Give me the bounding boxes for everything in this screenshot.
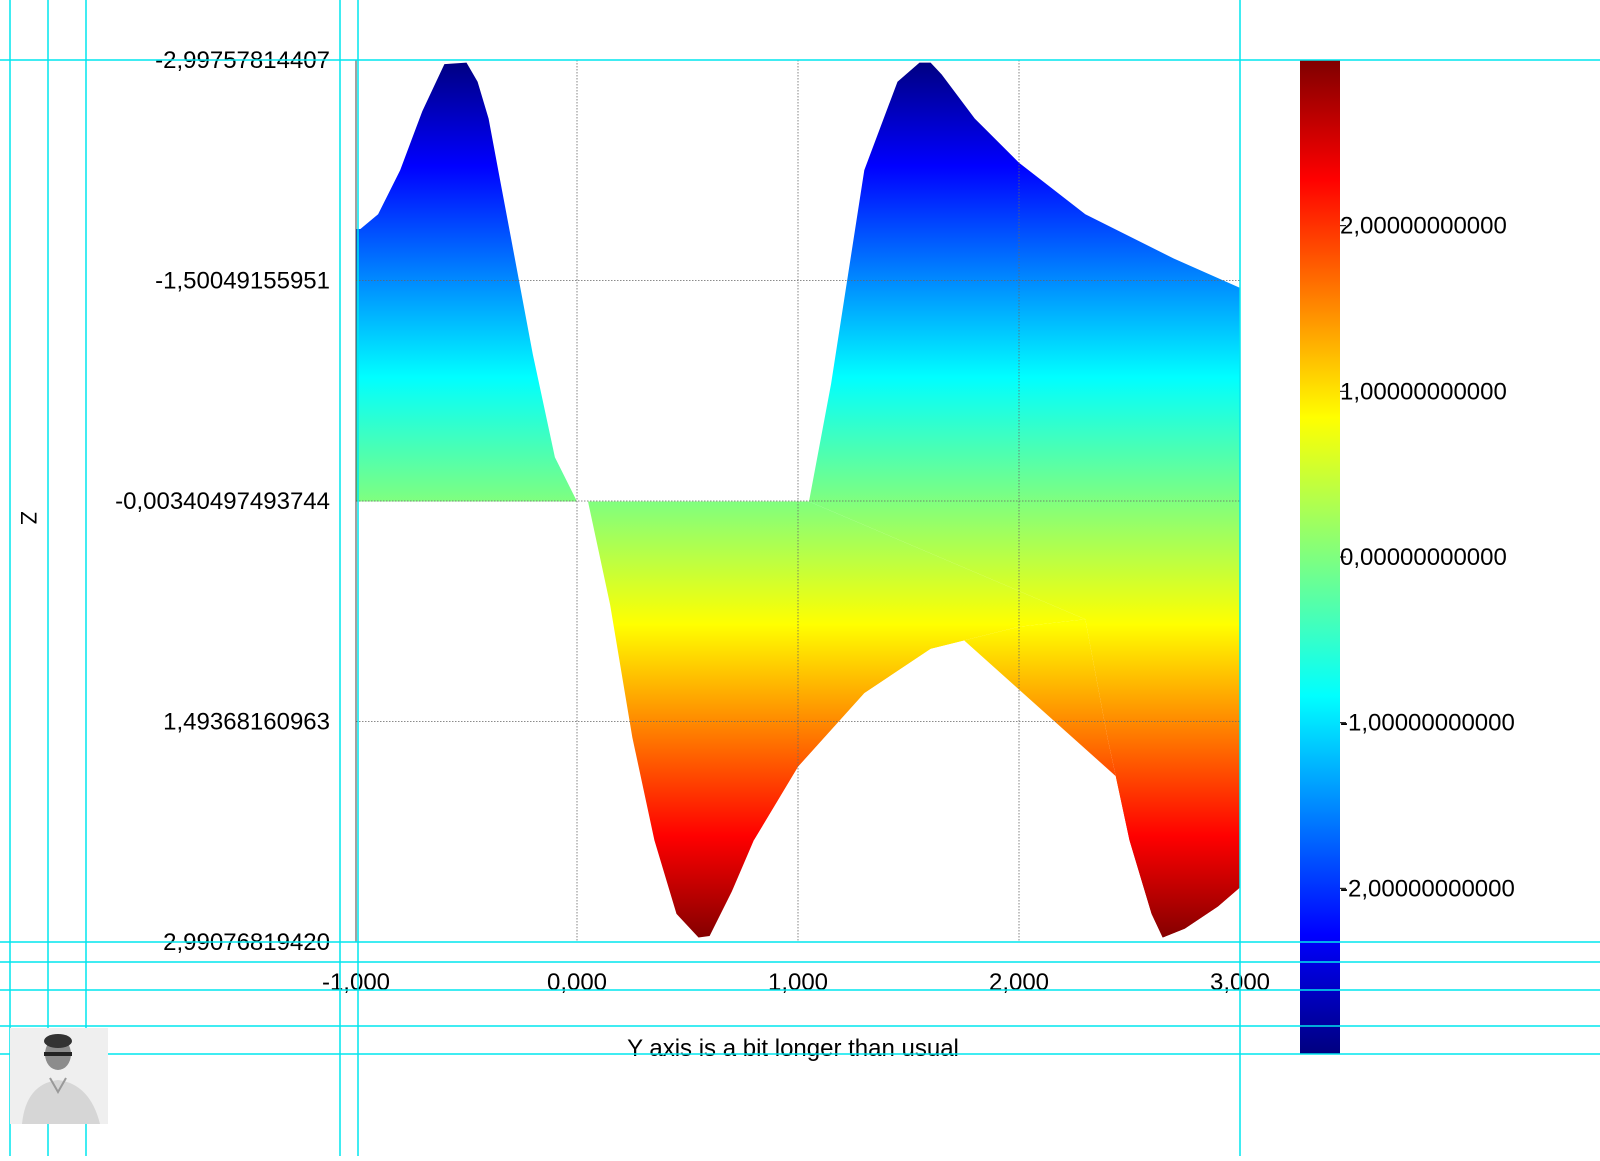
z-axis-label: Z [16,511,41,525]
x-axis-label: Y axis is a bit longer than usual [627,1035,959,1062]
colorbar [1300,60,1340,1054]
surface-layer [356,62,1240,938]
surface-region-3 [753,501,1240,938]
avatar [10,1028,108,1124]
z-tick-labels: -2,99757814407-1,50049155951-0,003404974… [115,47,330,956]
x-tick-label: -1,000 [322,969,390,996]
surface-region-2 [809,62,1240,938]
colorbar-tick-label: 2,00000000000 [1340,213,1507,240]
colorbar-tick-label: 1,00000000000 [1340,378,1507,405]
colorbar-tick-label: 0,00000000000 [1340,544,1507,571]
colorbar-tick-labels: 2,00000000000 1,00000000000 0,00000000000 -… [1340,213,1515,902]
x-tick-label: 0,000 [547,969,607,996]
surface-region-1 [356,62,1086,938]
x-tick-label: 2,000 [989,969,1049,996]
x-tick-label: 1,000 [768,969,828,996]
z-tick-label: -1,50049155951 [155,268,330,295]
z-tick-label: -0,00340497493744 [115,488,330,515]
x-tick-labels: -1,000 0,000 1,000 2,000 3,000 [322,969,1270,996]
colorbar-tick-label: -1,00000000000 [1340,710,1515,737]
z-tick-label: 1,49368160963 [163,709,330,736]
person-photo-icon [10,1028,108,1124]
colorbar-tick-label: -2,00000000000 [1340,875,1515,902]
